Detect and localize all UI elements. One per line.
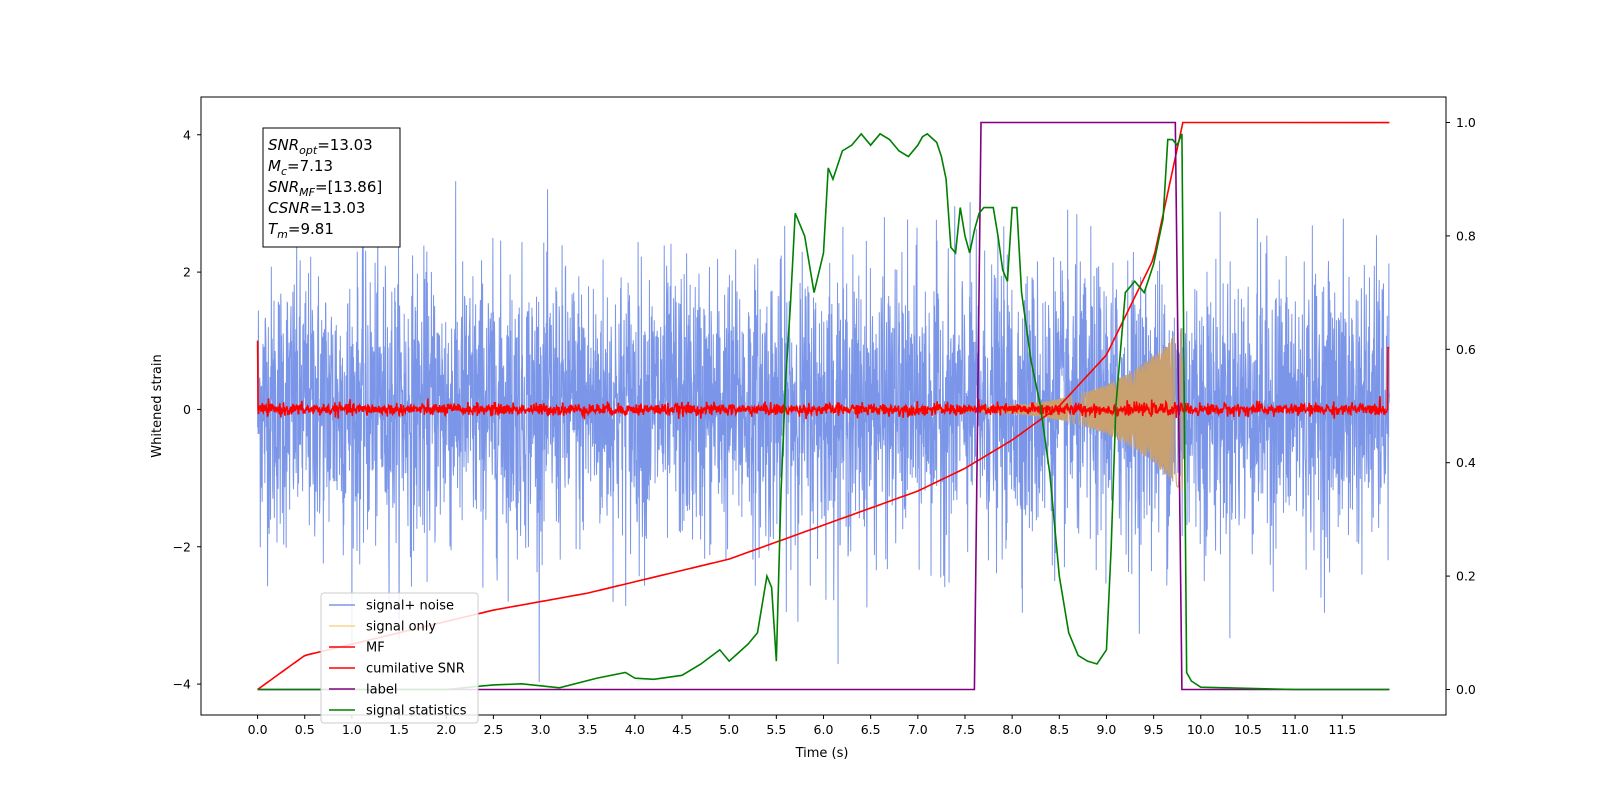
- x-tick-label: 11.0: [1281, 722, 1309, 737]
- legend-label: signal statistics: [366, 704, 467, 719]
- y-tick-label: 4: [183, 127, 191, 142]
- x-tick-label: 0.5: [295, 722, 315, 737]
- x-tick-label: 6.0: [814, 722, 834, 737]
- y2-tick-label: 0.8: [1456, 228, 1476, 243]
- x-tick-label: 5.5: [766, 722, 786, 737]
- x-tick-label: 10.5: [1234, 722, 1262, 737]
- annotation-line: Tm=9.81: [268, 220, 334, 241]
- x-tick-label: 1.5: [389, 722, 409, 737]
- legend-frame: [320, 592, 479, 724]
- legend-label: signal+ noise: [366, 599, 454, 614]
- annotation-line: SNRopt=13.03: [268, 136, 373, 157]
- x-tick-label: 0.0: [248, 722, 268, 737]
- x-tick-label: 7.0: [908, 722, 928, 737]
- legend-label: MF: [366, 641, 385, 656]
- legend: signal+ noise signal only MF cumilative SNR…: [320, 592, 479, 724]
- y-tick-label: −2: [173, 539, 191, 554]
- y-tick-label: −4: [173, 677, 191, 692]
- x-tick-label: 10.0: [1187, 722, 1215, 737]
- x-tick-label: 6.5: [861, 722, 881, 737]
- legend-label: cumilative SNR: [366, 662, 465, 677]
- series-signal-statistics: [257, 132, 1390, 691]
- x-tick-label: 4.0: [625, 722, 645, 737]
- x-tick-label: 11.5: [1328, 722, 1356, 737]
- y2-tick-label: 0.0: [1456, 682, 1476, 697]
- y-tick-label: 0: [183, 402, 191, 417]
- x-axis-label: Time (s): [795, 746, 849, 761]
- x-tick-label: 3.5: [578, 722, 598, 737]
- annotation-line: Mc=7.13: [268, 157, 333, 178]
- x-tick-label: 5.0: [719, 722, 739, 737]
- y2-tick-label: 0.4: [1456, 455, 1476, 470]
- x-tick-label: 9.5: [1144, 722, 1164, 737]
- x-tick-label: 8.5: [1049, 722, 1069, 737]
- annotation-line: CSNR=13.03: [268, 199, 365, 217]
- x-tick-label: 3.0: [531, 722, 551, 737]
- annotation-frame: [262, 127, 401, 248]
- x-tick-label: 4.5: [672, 722, 692, 737]
- x-tick-label: 2.0: [436, 722, 456, 737]
- legend-label: label: [366, 683, 397, 698]
- axes: 0.0 0.5 1.0 1.5 2.0 2.5 3.0 3.5 4.0 4.5 5.0 5.5 6.0 6…: [173, 115, 1476, 737]
- x-tick-label: 8.0: [1002, 722, 1022, 737]
- y2-tick-label: 1.0: [1456, 115, 1476, 130]
- series-mf: [256, 340, 1390, 420]
- y-axis-label: Whitened strain: [150, 354, 165, 457]
- x-tick-label: 1.0: [342, 722, 362, 737]
- x-tick-label: 2.5: [483, 722, 503, 737]
- legend-label: signal only: [366, 620, 436, 635]
- y-tick-label: 2: [183, 265, 191, 280]
- y2-tick-label: 0.6: [1456, 342, 1476, 357]
- x-tick-label: 9.0: [1097, 722, 1117, 737]
- series-label: [257, 121, 1390, 691]
- annotation-line: SNRMF=[13.86]: [268, 178, 382, 199]
- annotation-box: SNRopt=13.03Mc=7.13SNRMF=[13.86]CSNR=13.…: [262, 127, 401, 248]
- x-tick-label: 7.5: [955, 722, 975, 737]
- y2-tick-label: 0.2: [1456, 569, 1476, 584]
